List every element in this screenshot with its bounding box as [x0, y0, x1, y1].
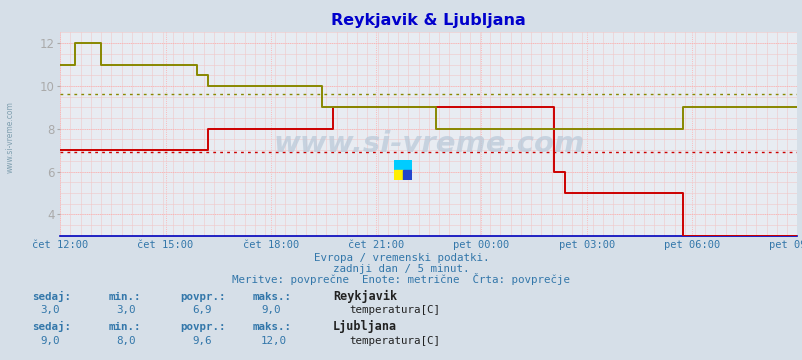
Bar [394, 160, 411, 170]
Text: Reykjavik: Reykjavik [333, 289, 397, 302]
Bar [394, 170, 403, 180]
Text: www.si-vreme.com: www.si-vreme.com [273, 130, 584, 158]
Text: Evropa / vremenski podatki.: Evropa / vremenski podatki. [314, 253, 488, 263]
Text: temperatura[C]: temperatura[C] [349, 336, 439, 346]
Text: 9,6: 9,6 [192, 336, 212, 346]
Text: sedaj:: sedaj: [32, 291, 71, 302]
Text: sedaj:: sedaj: [32, 321, 71, 332]
Text: povpr.:: povpr.: [180, 292, 226, 302]
Text: www.si-vreme.com: www.si-vreme.com [6, 101, 15, 173]
Text: maks.:: maks.: [253, 292, 292, 302]
Text: 12,0: 12,0 [261, 336, 286, 346]
Text: 8,0: 8,0 [116, 336, 136, 346]
Text: 9,0: 9,0 [261, 305, 280, 315]
Text: min.:: min.: [108, 322, 140, 332]
Text: temperatura[C]: temperatura[C] [349, 305, 439, 315]
Text: Meritve: povprečne  Enote: metrične  Črta: povprečje: Meritve: povprečne Enote: metrične Črta:… [233, 273, 569, 285]
Text: maks.:: maks.: [253, 322, 292, 332]
Text: min.:: min.: [108, 292, 140, 302]
Text: povpr.:: povpr.: [180, 322, 226, 332]
Text: Ljubljana: Ljubljana [333, 320, 397, 333]
Text: 3,0: 3,0 [40, 305, 59, 315]
Text: 9,0: 9,0 [40, 336, 59, 346]
Bar [403, 170, 411, 180]
Text: 6,9: 6,9 [192, 305, 212, 315]
Title: Reykjavik & Ljubljana: Reykjavik & Ljubljana [331, 13, 525, 28]
Text: zadnji dan / 5 minut.: zadnji dan / 5 minut. [333, 264, 469, 274]
Text: 3,0: 3,0 [116, 305, 136, 315]
